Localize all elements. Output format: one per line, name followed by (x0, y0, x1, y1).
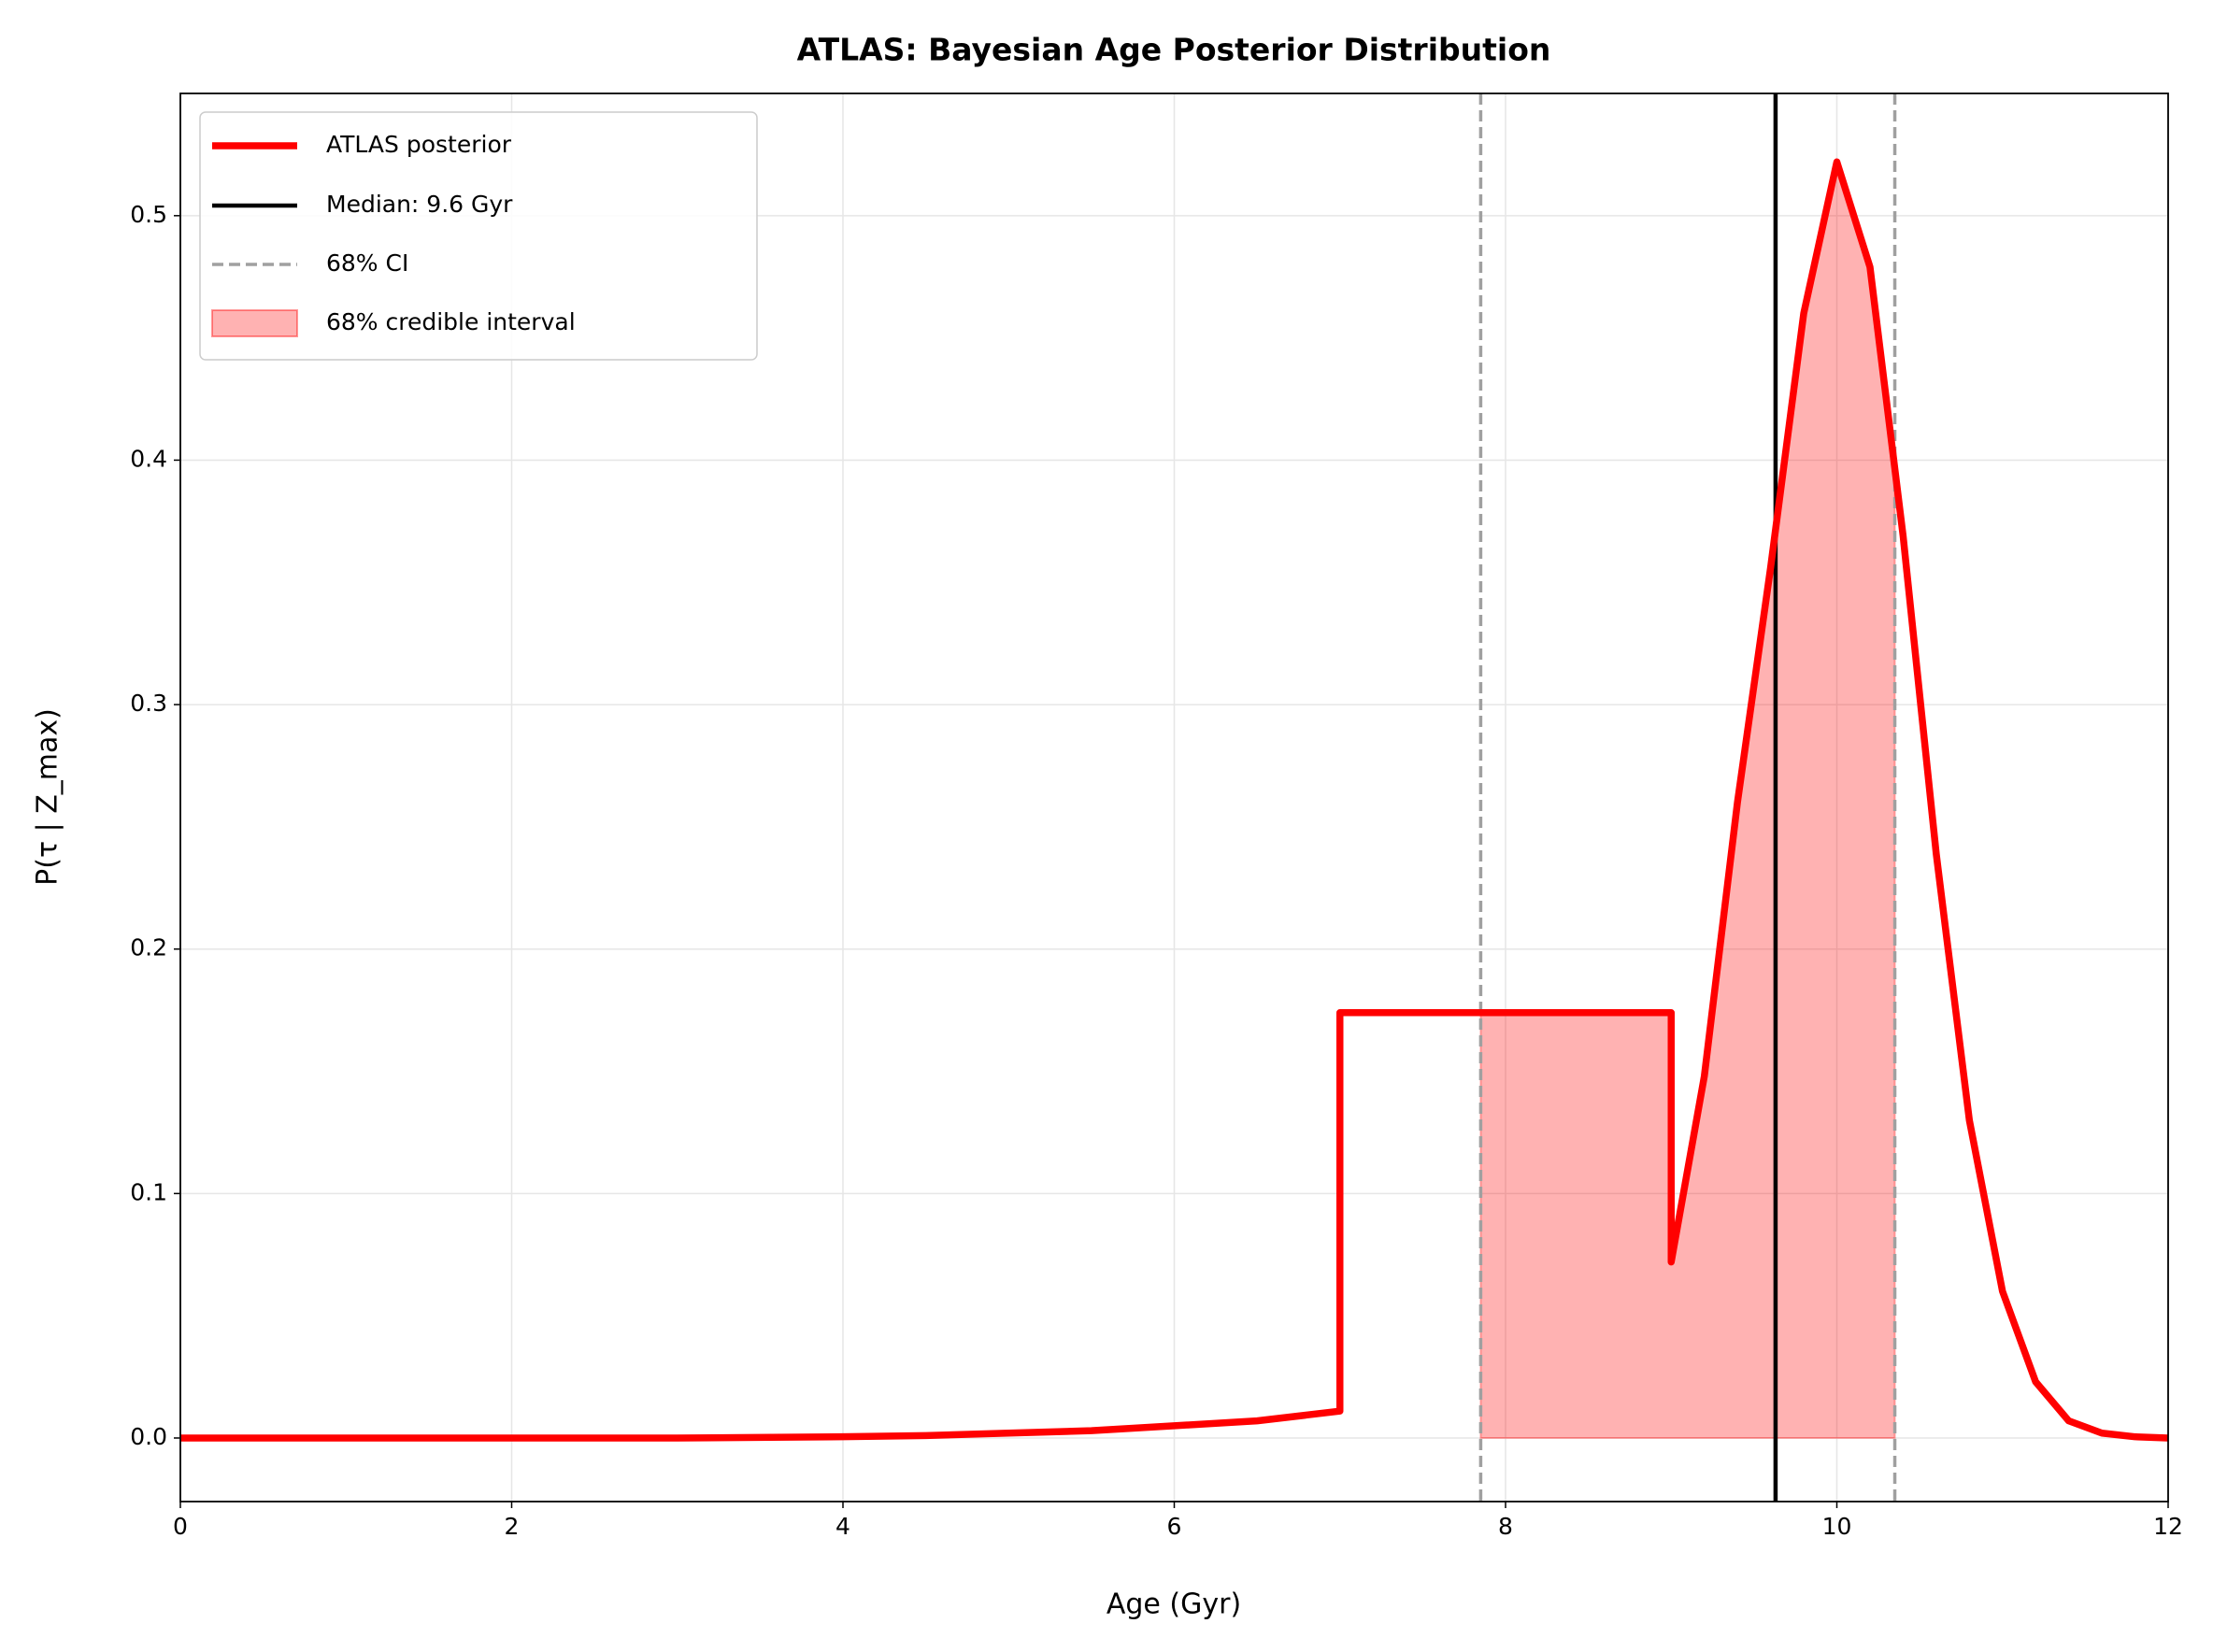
legend-label: 68% CI (326, 249, 408, 277)
y-tick-label: 0.3 (130, 690, 167, 717)
x-tick-label: 2 (505, 1513, 520, 1540)
y-tick-label: 0.1 (130, 1178, 167, 1205)
x-axis-label: Age (Gyr) (1106, 1588, 1241, 1621)
y-tick-label: 0.2 (130, 934, 167, 961)
plot-frame (179, 93, 2169, 1502)
x-tick-label: 6 (1167, 1513, 1182, 1540)
x-tick-label: 4 (835, 1513, 850, 1540)
legend-label: Median: 9.6 Gyr (326, 191, 513, 218)
y-tick-label: 0.4 (130, 445, 167, 472)
x-tick-label: 8 (1498, 1513, 1513, 1540)
y-tick-label: 0.0 (130, 1423, 167, 1450)
legend-box (199, 111, 758, 361)
x-tick-label: 0 (173, 1513, 188, 1540)
x-tick-label: 10 (1822, 1513, 1852, 1540)
legend-label: ATLAS posterior (326, 131, 512, 158)
y-tick-label: 0.5 (130, 201, 167, 228)
legend-label: 68% credible interval (326, 308, 576, 335)
legend: ATLAS posterior Median: 9.6 Gyr 68% CI 68% … (199, 111, 758, 361)
posterior-line (180, 158, 2169, 1442)
y-axis-label: P(τ | Z_max) (32, 708, 64, 886)
x-tick-label: 12 (2153, 1513, 2183, 1540)
legend-swatch (211, 309, 298, 337)
chart-title: ATLAS: Bayesian Age Posterior Distributi… (797, 32, 1551, 68)
